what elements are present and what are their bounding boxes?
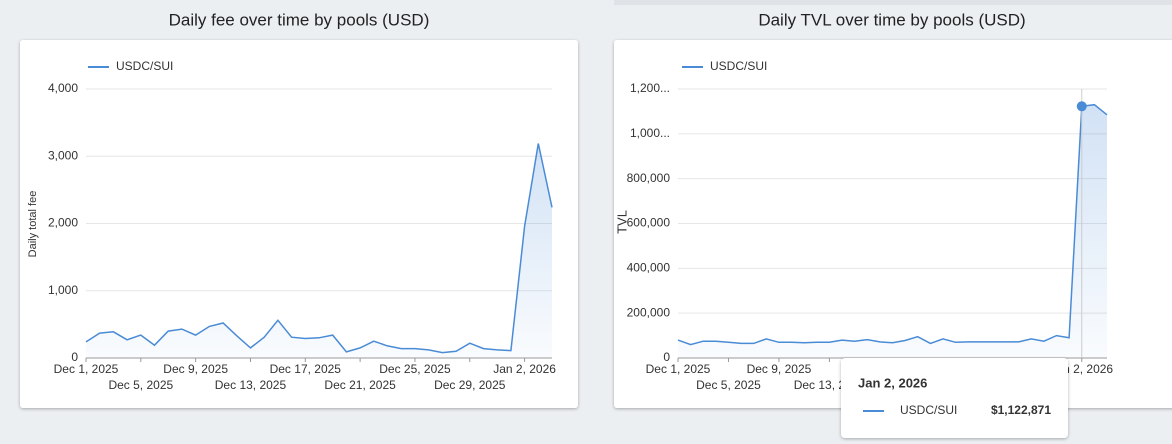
y-tick-label: 3,000	[48, 148, 78, 162]
y-tick-label: 4,000	[48, 81, 78, 95]
y-axis-label: Daily total fee	[27, 191, 39, 258]
x-tick-label: Dec 25, 2025	[379, 362, 451, 376]
tooltip	[841, 358, 1068, 438]
x-tick-label: Dec 1, 2025	[646, 362, 711, 376]
x-tick-label: Dec 13, 2025	[215, 378, 287, 392]
y-tick-label: 1,000...	[630, 126, 670, 140]
top-bar	[614, 0, 1172, 5]
x-tick-label: Dec 5, 2025	[108, 378, 173, 392]
x-tick-label: Dec 21, 2025	[324, 378, 396, 392]
y-tick-label: 2,000	[48, 216, 78, 230]
legend-label: USDC/SUI	[710, 59, 767, 73]
y-axis-label: TVL	[614, 210, 629, 234]
tooltip-title: Jan 2, 2026	[858, 375, 927, 390]
y-tick-label: 600,000	[627, 216, 671, 230]
y-tick-label: 800,000	[627, 171, 671, 185]
y-tick-label: 0	[71, 350, 78, 364]
line	[677, 103, 1108, 346]
hover-point	[1076, 101, 1087, 112]
y-tick-label: 1,000	[48, 283, 78, 297]
x-tick-label: Dec 1, 2025	[54, 362, 119, 376]
chart-title: Daily TVL over time by pools (USD)	[758, 10, 1025, 29]
tooltip-value: $1,122,871	[991, 403, 1051, 417]
y-tick-label: 0	[663, 350, 670, 364]
x-tick-label: Dec 29, 2025	[434, 378, 506, 392]
chart-title: Daily fee over time by pools (USD)	[169, 10, 430, 29]
x-tick-label: Dec 9, 2025	[747, 362, 812, 376]
x-tick-label: Dec 5, 2025	[696, 378, 761, 392]
y-tick-label: 200,000	[627, 305, 671, 319]
line	[85, 143, 553, 354]
tooltip-series: USDC/SUI	[900, 403, 957, 417]
y-tick-label: 1,200...	[630, 81, 670, 95]
x-tick-label: Dec 9, 2025	[163, 362, 228, 376]
y-tick-label: 400,000	[627, 261, 671, 275]
legend-label: USDC/SUI	[116, 59, 173, 73]
x-tick-label: Dec 17, 2025	[270, 362, 342, 376]
x-tick-label: Jan 2, 2026	[493, 362, 556, 376]
